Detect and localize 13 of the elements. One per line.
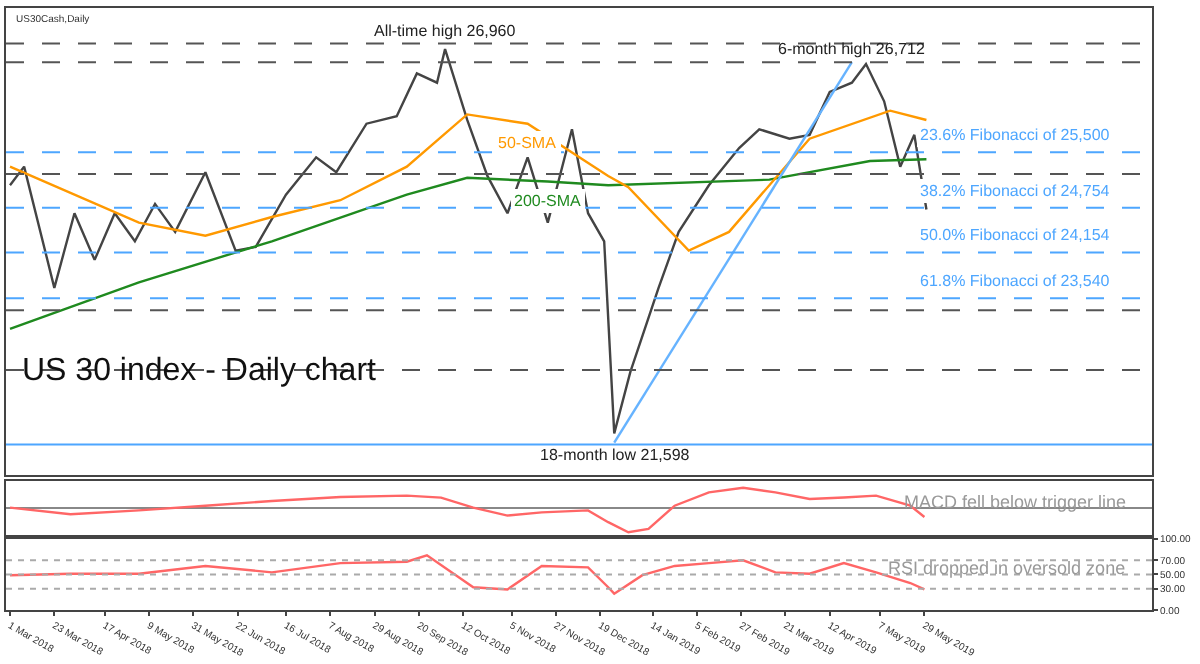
text: US 30 index - Daily chart: [22, 354, 378, 388]
series-label: 200-SMA: [514, 192, 583, 210]
ref-line-label: 38.2% Fibonacci of 24,754: [920, 182, 1111, 200]
annotation: RSI dropped in oversold zone: [888, 558, 1126, 578]
ref-line-label: 61.8% Fibonacci of 23,540: [920, 272, 1111, 290]
annotation: All-time high 26,960: [374, 22, 517, 40]
ref-line-label: 23.6% Fibonacci of 25,500: [920, 126, 1111, 144]
annotation: 18-month low 21,598: [540, 446, 691, 464]
annotation: 6-month high 26,712: [778, 40, 926, 58]
line-series: [8, 554, 926, 595]
series-label: 50-SMA: [498, 134, 558, 152]
ref-line-label: 50.0% Fibonacci of 24,154: [920, 226, 1111, 244]
annotation: MACD fell below trigger line: [904, 492, 1127, 512]
